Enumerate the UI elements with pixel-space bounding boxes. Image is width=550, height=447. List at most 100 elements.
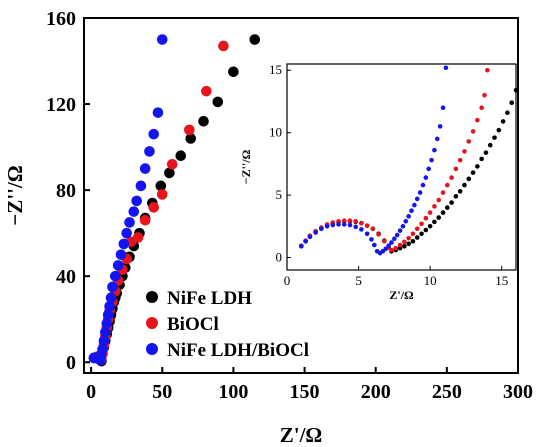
main-data-point bbox=[152, 107, 164, 118]
inset-data-point bbox=[303, 238, 308, 244]
inset-x-tick-label: 15 bbox=[495, 273, 508, 288]
inset-data-point bbox=[330, 222, 336, 228]
main-y-tick-label: 0 bbox=[66, 352, 76, 374]
inset-series-2 bbox=[299, 65, 449, 256]
main-data-point bbox=[166, 159, 178, 170]
inset-y-tick-label: 5 bbox=[276, 187, 283, 202]
inset-data-point bbox=[397, 242, 403, 248]
legend: NiFe LDH BiOCl NiFe LDH/BiOCl bbox=[146, 288, 309, 361]
main-data-point bbox=[156, 189, 168, 200]
main-data-point bbox=[101, 318, 113, 329]
inset-data-point bbox=[462, 182, 467, 188]
inset-data-point bbox=[319, 226, 324, 232]
inset-plot: 0 5 10 15 0 5 10 15 Z'/Ω −Z''/Ω bbox=[239, 62, 519, 302]
inset-x-tick-label: 5 bbox=[355, 273, 362, 288]
inset-data-point bbox=[453, 166, 459, 172]
main-data-point bbox=[104, 301, 115, 312]
main-plot: 0 50 100 150 200 250 30004080120160Z'/Ω−Z''/ΩN… bbox=[3, 8, 533, 447]
main-plot-frame bbox=[83, 17, 519, 374]
main-data-point bbox=[201, 85, 212, 97]
inset-data-point bbox=[359, 227, 364, 232]
legend-label: BiOCl bbox=[167, 314, 219, 335]
inset-data-point bbox=[397, 228, 403, 233]
main-data-point bbox=[132, 232, 144, 243]
inset-data-point bbox=[386, 243, 391, 248]
inset-data-point bbox=[496, 127, 502, 133]
inset-data-point bbox=[449, 175, 454, 180]
inset-data-point bbox=[505, 110, 510, 115]
inset-data-point bbox=[466, 176, 472, 182]
main-x-axis-title: Z'/Ω bbox=[280, 423, 323, 447]
inset-data-point bbox=[409, 208, 414, 213]
main-data-point bbox=[185, 133, 197, 144]
main-x-tick-label: 150 bbox=[290, 381, 320, 403]
main-data-point bbox=[128, 206, 140, 217]
inset-data-point bbox=[347, 222, 353, 228]
inset-data-point bbox=[412, 202, 417, 208]
main-data-point bbox=[198, 115, 209, 127]
inset-data-point bbox=[445, 182, 450, 188]
inset-data-point bbox=[410, 231, 416, 237]
main-data-point bbox=[218, 40, 229, 52]
inset-data-point bbox=[492, 135, 497, 140]
main-data-point bbox=[144, 146, 155, 157]
inset-data-point bbox=[299, 243, 304, 249]
legend-label: NiFe LDH bbox=[167, 288, 252, 309]
inset-data-point bbox=[364, 223, 370, 228]
inset-data-point bbox=[466, 139, 472, 144]
legend-marker bbox=[146, 343, 158, 355]
inset-data-point bbox=[402, 239, 407, 245]
inset-data-point bbox=[341, 218, 347, 223]
inset-data-point bbox=[400, 224, 406, 229]
inset-data-point bbox=[445, 205, 450, 210]
inset-data-point bbox=[432, 204, 437, 209]
inset-data-point bbox=[440, 210, 446, 215]
main-data-point bbox=[164, 167, 175, 179]
inset-data-point bbox=[406, 214, 411, 219]
main-data-point bbox=[118, 238, 130, 250]
inset-data-point bbox=[513, 87, 519, 93]
inset-data-point bbox=[436, 197, 442, 203]
inset-data-point bbox=[369, 237, 374, 242]
main-data-point bbox=[135, 180, 147, 192]
inset-x-axis-title: Z'/Ω bbox=[389, 288, 414, 302]
main-x-tick-label: 50 bbox=[152, 381, 172, 403]
inset-data-point bbox=[382, 238, 387, 244]
main-data-point bbox=[212, 96, 224, 108]
inset-data-point bbox=[432, 219, 437, 225]
main-x-tick-label: 200 bbox=[361, 381, 391, 403]
inset-data-point bbox=[449, 200, 454, 205]
inset-data-point bbox=[475, 117, 480, 123]
main-data-point bbox=[148, 202, 160, 213]
inset-data-point bbox=[475, 164, 480, 169]
inset-data-point bbox=[443, 65, 449, 71]
inset-data-point bbox=[423, 175, 429, 180]
main-y-axis-title: −Z''/Ω bbox=[3, 165, 27, 225]
inset-data-point bbox=[509, 100, 515, 106]
main-y-tick-label: 160 bbox=[46, 8, 76, 30]
inset-data-point bbox=[353, 224, 359, 230]
inset-data-point bbox=[485, 67, 490, 73]
inset-data-point bbox=[392, 236, 397, 242]
main-data-point bbox=[97, 344, 108, 355]
inset-data-point bbox=[429, 157, 434, 163]
main-data-point bbox=[139, 163, 151, 174]
inset-data-point bbox=[483, 150, 489, 155]
main-data-point bbox=[107, 281, 118, 293]
inset-data-point bbox=[419, 231, 424, 237]
inset-data-point bbox=[372, 242, 377, 248]
inset-data-point bbox=[410, 238, 416, 244]
inset-data-point bbox=[470, 129, 476, 134]
inset-data-point bbox=[389, 240, 394, 245]
inset-data-point bbox=[457, 157, 463, 163]
legend-label: NiFe LDH/BiOCl bbox=[167, 340, 309, 361]
main-data-point bbox=[139, 214, 151, 226]
main-y-tick-label: 40 bbox=[56, 266, 76, 288]
inset-data-point bbox=[436, 215, 442, 220]
inset-y-axis-title: −Z''/Ω bbox=[239, 149, 253, 184]
inset-data-point bbox=[427, 210, 433, 215]
inset-data-point bbox=[403, 219, 409, 224]
inset-data-point bbox=[487, 142, 493, 148]
inset-data-point bbox=[432, 147, 437, 153]
